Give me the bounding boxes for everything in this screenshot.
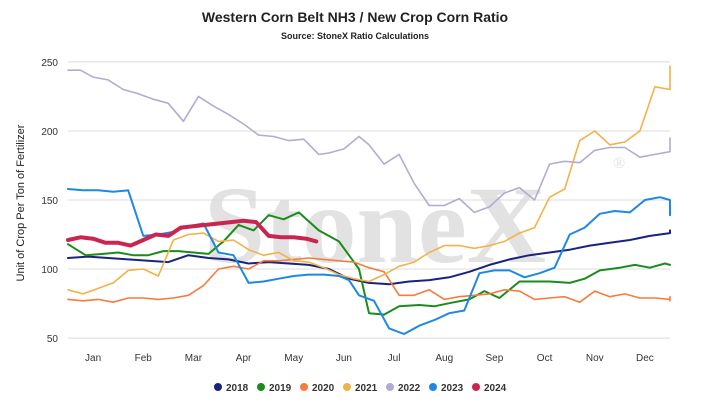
legend-marker-2020 (300, 383, 308, 391)
legend-marker-2018 (214, 383, 222, 391)
gridlines (68, 61, 670, 339)
y-axis-ticks: 50 100 150 200 250 (41, 58, 58, 345)
x-tick-label-apr: Apr (236, 353, 252, 364)
legend-marker-2023 (429, 383, 437, 391)
x-tick-label-mar: Mar (185, 353, 203, 364)
x-tick-label-feb: Feb (135, 353, 153, 364)
legend-label-2020: 2020 (312, 383, 335, 394)
legend-label-2024: 2024 (484, 383, 507, 394)
series-line-2024 (66, 218, 319, 248)
legend-label-2021: 2021 (355, 383, 378, 394)
y-tick-label: 100 (41, 265, 58, 276)
x-tick-label-may: May (284, 353, 303, 364)
legend-label-2022: 2022 (398, 383, 421, 394)
legend-label-2019: 2019 (269, 383, 292, 394)
x-axis-ticks: Jan Feb Mar Apr May Jun Jul Aug Sep Oct Nov Dec (85, 353, 654, 364)
y-axis-label: Unit of Crop Per Ton of Fertilizer (15, 124, 27, 281)
x-tick-label-sep: Sep (486, 353, 504, 364)
x-tick-label-dec: Dec (636, 353, 654, 364)
chart-title: Western Corn Belt NH3 / New Crop Corn Ra… (202, 9, 508, 25)
watermark: StoneX (204, 164, 546, 286)
legend-marker-2021 (343, 383, 351, 391)
legend-label-2018: 2018 (226, 383, 249, 394)
watermark-registered-mark: ® (613, 155, 625, 172)
legend-marker-2024 (472, 383, 480, 391)
y-tick-label: 250 (41, 58, 58, 69)
series-line-2020 (67, 257, 671, 304)
x-tick-label-jan: Jan (85, 353, 101, 364)
legend-label-2023: 2023 (441, 383, 464, 394)
series-lines (66, 65, 671, 335)
x-tick-label-jul: Jul (388, 353, 401, 364)
legend: 2018 2019 2020 2021 2022 2023 2024 (214, 383, 507, 394)
x-tick-label-oct: Oct (537, 353, 553, 364)
series-line-2022 (67, 69, 671, 214)
x-tick-label-nov: Nov (586, 353, 604, 364)
series-line-2018 (67, 229, 671, 286)
y-tick-label: 200 (41, 127, 58, 138)
legend-marker-2022 (386, 383, 394, 391)
y-tick-label: 50 (47, 334, 59, 345)
y-tick-label: 150 (41, 196, 58, 207)
chart-subtitle: Source: StoneX Ratio Calculations (281, 31, 429, 41)
legend-marker-2019 (257, 383, 265, 391)
series-line-2021 (67, 65, 671, 295)
x-tick-label-jun: Jun (336, 353, 352, 364)
x-tick-label-aug: Aug (435, 353, 453, 364)
